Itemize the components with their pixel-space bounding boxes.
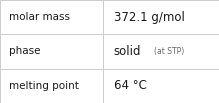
Text: molar mass: molar mass (9, 12, 70, 22)
Text: 372.1 g/mol: 372.1 g/mol (114, 11, 185, 24)
Text: melting point: melting point (9, 81, 79, 91)
Text: phase: phase (9, 46, 40, 57)
Text: (at STP): (at STP) (154, 47, 184, 56)
Text: 64 °C: 64 °C (114, 79, 147, 92)
Text: solid: solid (114, 45, 141, 58)
